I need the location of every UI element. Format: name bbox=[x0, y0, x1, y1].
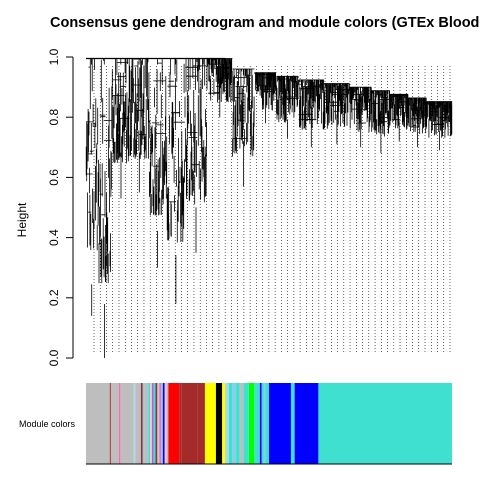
module-color-segment bbox=[148, 383, 151, 464]
y-tick-label: 0.0 bbox=[47, 349, 61, 366]
module-color-segment bbox=[259, 383, 262, 464]
y-tick-label: 0.6 bbox=[47, 169, 61, 186]
y-tick-label: 0.8 bbox=[47, 109, 61, 126]
dendrogram-branch bbox=[206, 58, 233, 118]
module-color-segment bbox=[318, 383, 452, 464]
module-color-segment bbox=[153, 383, 156, 464]
module-color-segment bbox=[109, 383, 111, 464]
module-color-segment bbox=[118, 383, 121, 464]
dendrogram-branch bbox=[426, 101, 453, 151]
module-color-segment bbox=[135, 383, 141, 464]
dendrogram-branch bbox=[371, 90, 390, 154]
dendrogram-branch bbox=[298, 79, 325, 148]
branch-lines bbox=[349, 86, 372, 148]
branch-lines bbox=[166, 58, 185, 304]
branch-lines bbox=[129, 58, 149, 193]
module-color-segment bbox=[164, 383, 167, 464]
module-color-segment bbox=[248, 383, 255, 464]
module-color-segment bbox=[228, 383, 233, 464]
module-color-segment bbox=[294, 383, 319, 464]
module-color-segment bbox=[155, 383, 158, 464]
module-color-segment bbox=[204, 383, 216, 464]
branch-lines bbox=[389, 93, 409, 142]
dendrogram-branch bbox=[389, 93, 409, 142]
module-color-segment bbox=[151, 383, 154, 464]
module-color-segment bbox=[265, 383, 269, 464]
module-color-segment bbox=[239, 383, 244, 464]
dendrogram-branch bbox=[232, 68, 255, 187]
module-color-segment bbox=[243, 383, 249, 464]
module-color-segment bbox=[254, 383, 260, 464]
branch-lines bbox=[184, 58, 207, 253]
branch-lines bbox=[276, 75, 299, 139]
module-color-segment bbox=[133, 383, 136, 464]
branch-lines bbox=[254, 72, 277, 124]
dendrogram-branch bbox=[407, 97, 427, 148]
branch-lines bbox=[148, 58, 167, 268]
module-color-segment bbox=[181, 383, 198, 464]
dendrogram-branch bbox=[148, 58, 167, 268]
dendrogram-branch bbox=[166, 58, 185, 304]
module-color-segment bbox=[86, 383, 110, 464]
chart-title: Consensus gene dendrogram and module col… bbox=[50, 15, 479, 31]
dendrogram-branch bbox=[96, 58, 112, 358]
branch-lines bbox=[323, 83, 350, 145]
branch-lines bbox=[111, 58, 131, 199]
dendrogram-branch bbox=[85, 58, 98, 316]
module-color-segment bbox=[263, 383, 266, 464]
branch-lines bbox=[298, 79, 325, 148]
module-color-segment bbox=[215, 383, 223, 464]
module-color-segment bbox=[236, 383, 240, 464]
module-color-segment bbox=[225, 383, 229, 464]
dendrogram-branch bbox=[254, 72, 277, 124]
dendrogram-branch bbox=[323, 83, 350, 145]
branch-lines bbox=[371, 90, 390, 154]
dendrogram-branch bbox=[349, 86, 372, 148]
y-tick-label: 0.4 bbox=[47, 229, 61, 246]
module-color-segment bbox=[142, 383, 145, 464]
module-color-segment bbox=[166, 383, 169, 464]
module-color-segment bbox=[269, 383, 291, 464]
dendrogram bbox=[85, 57, 453, 358]
module-color-segment bbox=[261, 383, 264, 464]
module-color-segment bbox=[157, 383, 160, 464]
module-colors-label: Module colors bbox=[19, 419, 76, 429]
module-color-segment bbox=[179, 383, 182, 464]
module-color-segment bbox=[150, 383, 152, 464]
branch-lines bbox=[232, 68, 255, 187]
dendrogram-branch bbox=[111, 58, 131, 199]
y-axis-label: Height bbox=[15, 202, 29, 237]
module-color-segment bbox=[161, 383, 163, 464]
module-color-segment bbox=[290, 383, 295, 464]
module-color-segment bbox=[162, 383, 165, 464]
module-color-segment bbox=[197, 383, 205, 464]
branch-lines bbox=[96, 58, 112, 358]
dendrogram-branch bbox=[276, 75, 299, 139]
module-color-segment bbox=[120, 383, 134, 464]
branch-lines bbox=[206, 58, 233, 118]
branch-lines bbox=[407, 97, 427, 148]
module-color-segment bbox=[140, 383, 143, 464]
module-color-bar bbox=[86, 383, 452, 465]
module-color-segment bbox=[144, 383, 149, 464]
dendrogram-branch bbox=[129, 58, 149, 193]
module-color-segment bbox=[110, 383, 119, 464]
branch-lines bbox=[85, 58, 98, 316]
branch-lines bbox=[426, 101, 453, 151]
y-axis: 0.0 0.2 0.4 0.6 0.8 1.0 bbox=[47, 48, 74, 366]
module-color-segment bbox=[159, 383, 162, 464]
y-tick-label: 0.2 bbox=[47, 289, 61, 306]
dendrogram-branch bbox=[184, 58, 207, 253]
module-color-segment bbox=[232, 383, 237, 464]
module-color-segment bbox=[168, 383, 180, 464]
module-color-segment bbox=[222, 383, 226, 464]
y-tick-label: 1.0 bbox=[47, 48, 61, 65]
